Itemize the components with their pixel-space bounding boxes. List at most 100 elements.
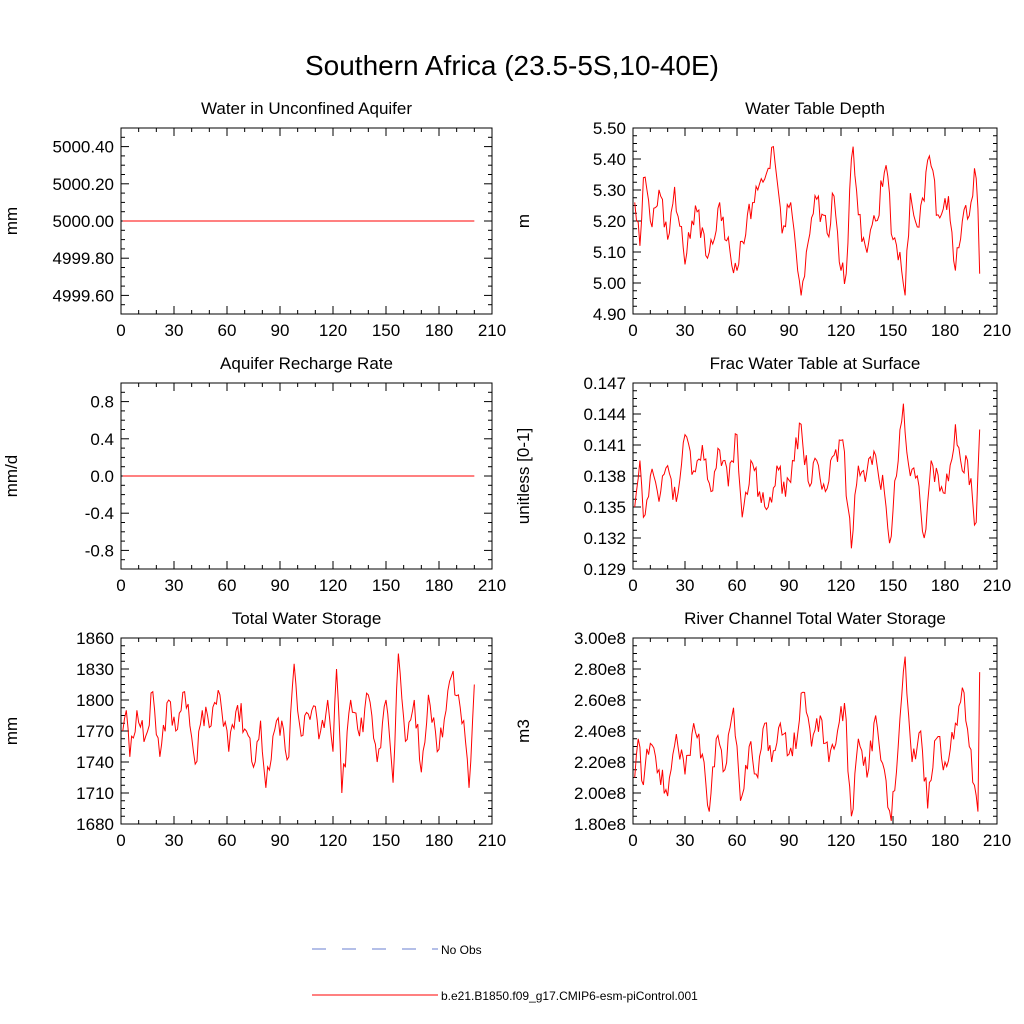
x-tick-label: 60 <box>218 831 237 850</box>
plot-frame <box>120 637 493 825</box>
y-tick-label: 0.132 <box>583 529 626 548</box>
y-tick-label: 4.90 <box>593 305 626 324</box>
series-line <box>122 653 475 794</box>
x-tick-label: 180 <box>931 576 959 595</box>
x-tick-label: 30 <box>165 576 184 595</box>
x-tick-label: 90 <box>271 321 290 340</box>
x-tick-label: 30 <box>676 831 695 850</box>
y-tick-label: 1680 <box>76 815 114 834</box>
plot-frame <box>632 127 998 315</box>
x-tick-label: 210 <box>478 321 506 340</box>
y-tick-label: 5.50 <box>593 119 626 138</box>
y-tick-label: 2.40e8 <box>574 722 626 741</box>
y-tick-label: 0.4 <box>90 430 114 449</box>
y-axis-label: m <box>514 214 533 228</box>
x-tick-label: 30 <box>165 321 184 340</box>
y-tick-label: 5000.00 <box>53 212 114 231</box>
y-tick-label: 1710 <box>76 784 114 803</box>
x-tick-label: 0 <box>628 831 637 850</box>
x-tick-label: 150 <box>879 321 907 340</box>
x-tick-label: 0 <box>116 831 125 850</box>
y-tick-label: 4999.80 <box>53 249 114 268</box>
y-tick-label: 0.0 <box>90 467 114 486</box>
legend-lines <box>312 948 438 996</box>
y-tick-label: 5000.40 <box>53 138 114 157</box>
y-tick-label: 1860 <box>76 629 114 648</box>
figure-title: Southern Africa (23.5-5S,10-40E) <box>304 50 719 81</box>
y-tick-label: 5.10 <box>593 243 626 262</box>
y-tick-label: -0.8 <box>85 541 114 560</box>
y-tick-label: 2.60e8 <box>574 691 626 710</box>
x-tick-label: 90 <box>271 831 290 850</box>
x-tick-label: 30 <box>676 321 695 340</box>
panel-5: Total Water Storage mm 0 30 60 90 120 150 180 210… <box>2 609 506 850</box>
plot-frame <box>632 382 998 570</box>
x-tick-label: 60 <box>728 321 747 340</box>
y-axis-label: mm <box>2 717 21 745</box>
x-tick-label: 210 <box>478 831 506 850</box>
y-tick-label: 2.20e8 <box>574 753 626 772</box>
x-tick-label: 120 <box>827 576 855 595</box>
y-tick-label: 0.144 <box>583 405 626 424</box>
y-tick-label: 1740 <box>76 753 114 772</box>
x-tick-label: 210 <box>478 576 506 595</box>
x-tick-label: 0 <box>628 576 637 595</box>
x-tick-label: 90 <box>780 321 799 340</box>
panel-title: River Channel Total Water Storage <box>684 609 946 628</box>
y-tick-label: 1.80e8 <box>574 815 626 834</box>
x-tick-label: 180 <box>931 831 959 850</box>
y-tick-label: 1770 <box>76 722 114 741</box>
y-tick-label: 5.30 <box>593 181 626 200</box>
y-axis-label: unitless [0-1] <box>514 428 533 524</box>
y-tick-label: 0.129 <box>583 560 626 579</box>
y-tick-label: 5000.20 <box>53 175 114 194</box>
y-tick-label: 0.135 <box>583 498 626 517</box>
panel-2: Water Table Depth m 0 30 60 90 120 150 180 210 4.9… <box>514 99 1011 340</box>
y-tick-label: 1830 <box>76 660 114 679</box>
x-tick-label: 60 <box>218 321 237 340</box>
y-axis-label: mm <box>2 207 21 235</box>
x-tick-label: 60 <box>728 576 747 595</box>
panel-6: River Channel Total Water Storage m3 0 30 60… <box>514 609 1011 850</box>
x-tick-label: 30 <box>165 831 184 850</box>
y-tick-label: 0.138 <box>583 467 626 486</box>
series-line <box>634 403 981 549</box>
panel-4: Frac Water Table at Surface unitless [0-1… <box>514 354 1011 595</box>
x-tick-label: 0 <box>116 321 125 340</box>
x-tick-label: 150 <box>879 831 907 850</box>
x-tick-label: 60 <box>728 831 747 850</box>
x-tick-label: 210 <box>983 576 1011 595</box>
x-tick-label: 150 <box>372 576 400 595</box>
x-tick-label: 210 <box>983 321 1011 340</box>
x-tick-label: 120 <box>827 321 855 340</box>
y-axis-label: mm/d <box>2 455 21 498</box>
x-tick-label: 180 <box>425 321 453 340</box>
y-tick-label: 0.8 <box>90 393 114 412</box>
x-tick-label: 120 <box>319 831 347 850</box>
x-tick-label: 0 <box>628 321 637 340</box>
y-tick-label: 4999.60 <box>53 286 114 305</box>
x-tick-label: 60 <box>218 576 237 595</box>
x-tick-label: 180 <box>931 321 959 340</box>
y-tick-label: 5.00 <box>593 274 626 293</box>
y-tick-label: 5.20 <box>593 212 626 231</box>
x-tick-label: 90 <box>780 576 799 595</box>
x-tick-label: 90 <box>780 831 799 850</box>
panel-1: Water in Unconfined Aquifer mm 0 30 60 90 120 1… <box>2 99 506 340</box>
x-tick-label: 30 <box>676 576 695 595</box>
x-tick-label: 120 <box>319 576 347 595</box>
panel-title: Water in Unconfined Aquifer <box>201 99 412 118</box>
y-tick-label: 0.141 <box>583 436 626 455</box>
y-tick-label: 5.40 <box>593 150 626 169</box>
y-tick-label: 2.00e8 <box>574 784 626 803</box>
x-tick-label: 180 <box>425 831 453 850</box>
panel-title: Total Water Storage <box>232 609 382 628</box>
panel-3: Aquifer Recharge Rate mm/d 0 30 60 90 120 150 18… <box>2 354 506 595</box>
series-line <box>634 145 981 296</box>
x-tick-label: 150 <box>372 831 400 850</box>
x-tick-label: 120 <box>319 321 347 340</box>
y-tick-label: 1800 <box>76 691 114 710</box>
x-tick-label: 210 <box>983 831 1011 850</box>
y-tick-label: 3.00e8 <box>574 629 626 648</box>
x-tick-label: 180 <box>425 576 453 595</box>
